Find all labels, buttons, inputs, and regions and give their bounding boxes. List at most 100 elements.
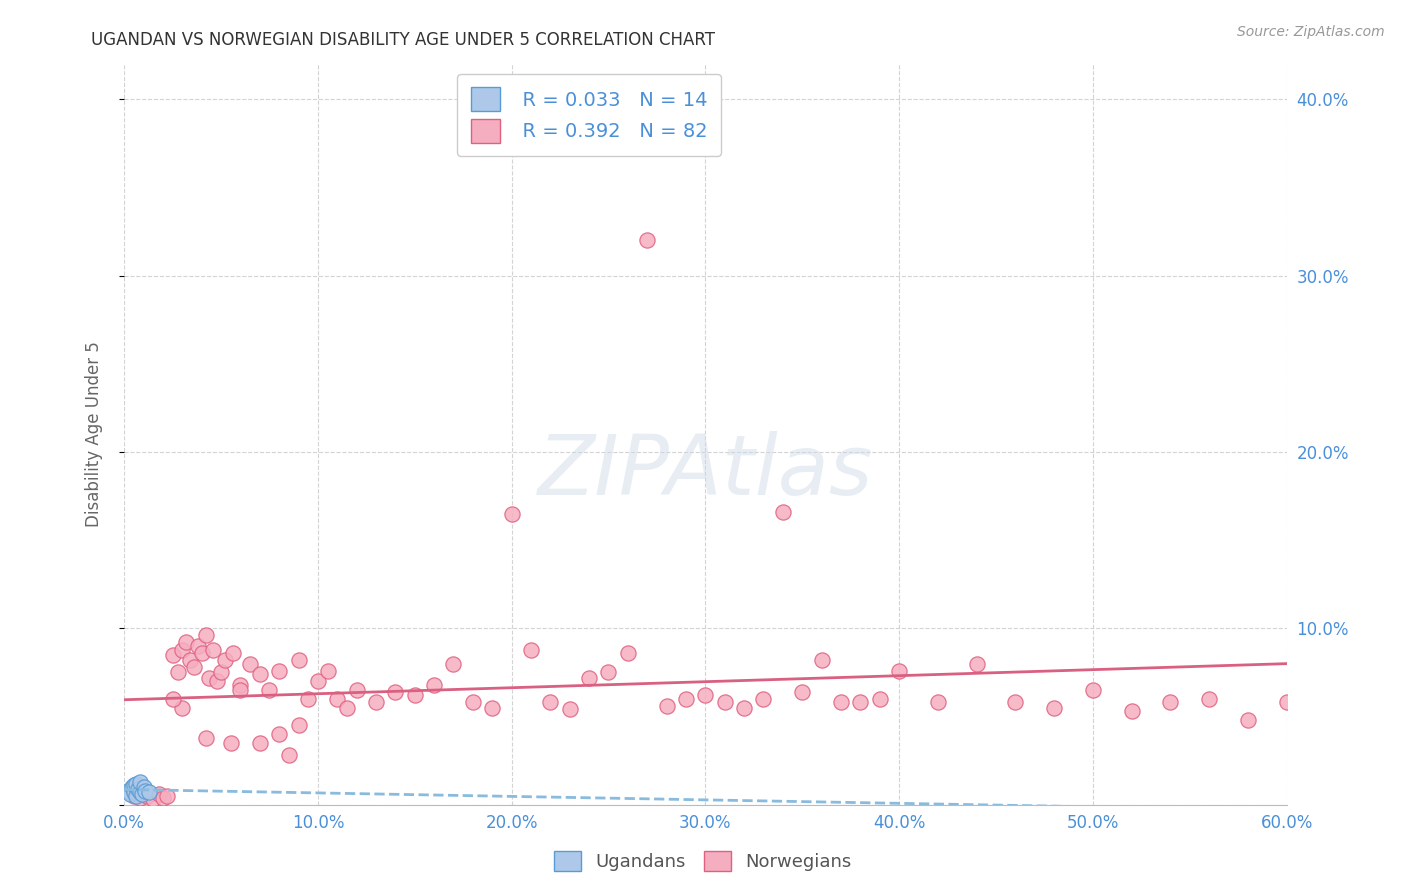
Point	[117, 783, 139, 797]
Point	[142, 792, 165, 806]
Point	[364, 695, 387, 709]
Point	[675, 691, 697, 706]
Point	[131, 787, 153, 801]
Point	[772, 505, 794, 519]
Point	[229, 683, 252, 698]
Point	[598, 665, 620, 680]
Point	[887, 664, 910, 678]
Point	[128, 774, 150, 789]
Point	[118, 787, 141, 801]
Point	[229, 678, 252, 692]
Point	[287, 653, 309, 667]
Point	[269, 727, 291, 741]
Point	[538, 695, 561, 709]
Point	[830, 695, 852, 709]
Point	[198, 671, 221, 685]
Point	[443, 657, 465, 671]
Point	[1004, 695, 1026, 709]
Point	[127, 781, 149, 796]
Point	[617, 646, 640, 660]
Point	[174, 635, 197, 649]
Point	[297, 691, 319, 706]
Point	[209, 665, 232, 680]
Point	[179, 653, 201, 667]
Text: UGANDAN VS NORWEGIAN DISABILITY AGE UNDER 5 CORRELATION CHART: UGANDAN VS NORWEGIAN DISABILITY AGE UNDE…	[91, 31, 716, 49]
Point	[849, 695, 872, 709]
Point	[1159, 695, 1181, 709]
Point	[152, 790, 174, 805]
Point	[461, 695, 484, 709]
Point	[202, 642, 225, 657]
Point	[1081, 683, 1104, 698]
Point	[134, 783, 156, 797]
Point	[167, 665, 190, 680]
Point	[162, 648, 184, 662]
Point	[122, 789, 145, 803]
Point	[122, 778, 145, 792]
Point	[277, 748, 299, 763]
Point	[194, 731, 217, 745]
Point	[172, 700, 194, 714]
Point	[752, 691, 775, 706]
Point	[1198, 691, 1220, 706]
Point	[316, 664, 339, 678]
Point	[346, 683, 368, 698]
Y-axis label: Disability Age Under 5: Disability Age Under 5	[86, 342, 103, 527]
Point	[148, 787, 170, 801]
Point	[132, 780, 155, 794]
Point	[1237, 713, 1260, 727]
Point	[966, 657, 988, 671]
Point	[138, 785, 160, 799]
Point	[326, 691, 349, 706]
Legend: Ugandans, Norwegians: Ugandans, Norwegians	[547, 844, 859, 879]
Point	[125, 776, 148, 790]
Point	[404, 689, 426, 703]
Point	[1121, 704, 1143, 718]
Point	[125, 789, 148, 803]
Point	[172, 642, 194, 657]
Point	[927, 695, 949, 709]
Point	[384, 685, 406, 699]
Point	[558, 702, 581, 716]
Point	[713, 695, 735, 709]
Legend:   R = 0.033   N = 14,   R = 0.392   N = 82: R = 0.033 N = 14, R = 0.392 N = 82	[457, 74, 721, 156]
Text: ZIPAtlas: ZIPAtlas	[537, 431, 873, 512]
Point	[636, 234, 658, 248]
Point	[269, 664, 291, 678]
Point	[128, 790, 150, 805]
Point	[520, 642, 543, 657]
Point	[481, 700, 503, 714]
Point	[423, 678, 446, 692]
Point	[132, 787, 155, 801]
Point	[287, 718, 309, 732]
Point	[336, 700, 359, 714]
Point	[190, 646, 212, 660]
Point	[259, 683, 281, 698]
Point	[655, 698, 678, 713]
Point	[249, 736, 271, 750]
Point	[183, 660, 205, 674]
Point	[122, 785, 145, 799]
Point	[1043, 700, 1066, 714]
Point	[162, 691, 184, 706]
Point	[156, 789, 179, 803]
Point	[219, 736, 242, 750]
Point	[214, 653, 236, 667]
Point	[194, 628, 217, 642]
Point	[578, 671, 600, 685]
Point	[810, 653, 832, 667]
Point	[307, 674, 329, 689]
Point	[792, 685, 814, 699]
Point	[501, 507, 523, 521]
Point	[136, 789, 159, 803]
Point	[187, 639, 209, 653]
Point	[221, 646, 243, 660]
Point	[239, 657, 262, 671]
Point	[128, 785, 150, 799]
Point	[1275, 695, 1298, 709]
Point	[205, 674, 228, 689]
Point	[249, 667, 271, 681]
Point	[121, 780, 143, 794]
Point	[695, 689, 717, 703]
Text: Source: ZipAtlas.com: Source: ZipAtlas.com	[1237, 25, 1385, 39]
